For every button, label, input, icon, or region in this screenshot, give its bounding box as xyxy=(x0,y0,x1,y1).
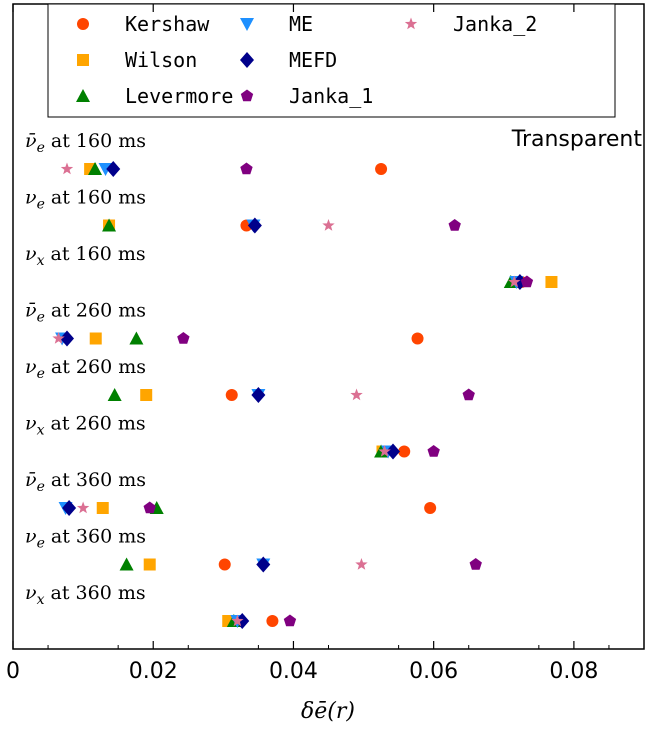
data-point-mefd xyxy=(247,217,262,234)
data-point-janka_1 xyxy=(520,275,534,288)
data-point-janka_1 xyxy=(469,558,482,570)
data-point-janka_2 xyxy=(76,501,90,514)
data-point-janka_1 xyxy=(448,219,461,231)
row-label: νe at 360 ms xyxy=(25,526,146,552)
data-point-wilson xyxy=(96,502,109,514)
series-me xyxy=(55,163,524,628)
legend-label: Levermore xyxy=(125,84,233,108)
data-point-janka_1 xyxy=(177,332,190,344)
data-point-levermore xyxy=(88,162,103,175)
data-point-levermore xyxy=(119,557,134,571)
data-point-mefd xyxy=(106,161,121,177)
data-point-janka_2 xyxy=(350,388,363,401)
x-tick-label: 0 xyxy=(6,659,20,684)
data-point-janka_2 xyxy=(52,332,65,344)
data-point-levermore xyxy=(102,218,117,232)
data-point-mefd xyxy=(256,556,271,573)
legend-label: ME xyxy=(289,12,313,36)
data-point-janka_2 xyxy=(60,162,74,175)
legend-marker-wilson xyxy=(77,54,89,66)
row-label: νx at 360 ms xyxy=(25,582,146,608)
data-point-mefd xyxy=(386,443,401,460)
data-point-janka_2 xyxy=(378,445,391,457)
data-point-janka_1 xyxy=(462,388,475,401)
data-point-janka_2 xyxy=(231,614,244,627)
legend-marker-janka_2 xyxy=(404,17,418,30)
data-point-mefd xyxy=(251,387,266,403)
data-point-janka_1 xyxy=(427,445,440,457)
x-tick-label: 0.08 xyxy=(549,659,598,684)
legend-box xyxy=(47,3,616,118)
legend-item-mefd: MEFD xyxy=(240,48,337,72)
data-point-mefd xyxy=(59,330,74,347)
data-point-janka_1 xyxy=(283,614,297,627)
data-point-kershaw xyxy=(398,445,411,458)
data-point-janka_2 xyxy=(322,219,335,231)
legend: Kershaw Wilson Levermore ME MEFD Janka_1 Janka… xyxy=(47,3,616,118)
legend-marker-mefd xyxy=(240,52,254,68)
legend-label: MEFD xyxy=(289,48,337,72)
series-mefd xyxy=(59,161,527,629)
data-point-levermore xyxy=(107,388,122,401)
legend-item-wilson: Wilson xyxy=(77,48,197,72)
x-tick-label: 0.06 xyxy=(409,659,458,684)
data-point-kershaw xyxy=(266,615,279,627)
legend-item-kershaw: Kershaw xyxy=(77,12,210,36)
legend-item-janka_2: Janka_2 xyxy=(404,12,537,36)
row-label: νe at 260 ms xyxy=(25,356,146,382)
legend-label: Kershaw xyxy=(125,12,210,36)
data-point-wilson xyxy=(89,332,102,345)
data-point-kershaw xyxy=(411,332,424,345)
data-point-janka_1 xyxy=(143,501,156,514)
data-point-kershaw xyxy=(375,163,388,175)
legend-label: Wilson xyxy=(125,48,197,72)
row-label: ν̄e at 360 ms xyxy=(25,469,146,495)
data-point-kershaw xyxy=(424,502,437,514)
series-levermore xyxy=(88,162,518,627)
x-axis-label: δē(r) xyxy=(301,699,355,724)
legend-label: Janka_2 xyxy=(453,12,537,36)
data-point-kershaw xyxy=(225,389,238,401)
series-janka_2 xyxy=(52,162,521,627)
row-label: ν̄e at 160 ms xyxy=(25,130,146,156)
data-point-wilson xyxy=(140,389,153,401)
data-point-janka_1 xyxy=(240,162,253,175)
data-point-kershaw xyxy=(218,558,231,571)
annotation-text: Transparent xyxy=(511,127,643,152)
data-point-wilson xyxy=(545,276,558,288)
row-label: ν̄e at 260 ms xyxy=(25,300,146,326)
legend-label: Janka_1 xyxy=(289,84,373,108)
row-label: νe at 160 ms xyxy=(25,187,146,213)
legend-marker-me xyxy=(240,18,254,31)
row-label: νx at 260 ms xyxy=(25,413,146,439)
data-point-levermore xyxy=(129,331,144,345)
legend-item-janka_1: Janka_1 xyxy=(240,84,373,108)
data-point-janka_2 xyxy=(508,275,521,288)
legend-item-levermore: Levermore xyxy=(76,84,233,108)
data-point-mefd xyxy=(62,500,77,516)
data-point-wilson xyxy=(143,558,156,571)
series-wilson xyxy=(84,163,558,627)
legend-marker-janka_1 xyxy=(240,89,254,102)
x-tick-label: 0.04 xyxy=(269,659,318,684)
series-janka_1 xyxy=(143,162,534,627)
data-point-mefd xyxy=(235,613,250,629)
legend-item-me: ME xyxy=(240,12,313,36)
legend-marker-kershaw xyxy=(77,18,89,30)
legend-marker-levermore xyxy=(76,89,90,102)
x-tick-label: 0.02 xyxy=(129,659,178,684)
row-label: νx at 160 ms xyxy=(25,243,146,269)
series-kershaw xyxy=(218,163,528,627)
data-point-janka_2 xyxy=(355,558,368,570)
